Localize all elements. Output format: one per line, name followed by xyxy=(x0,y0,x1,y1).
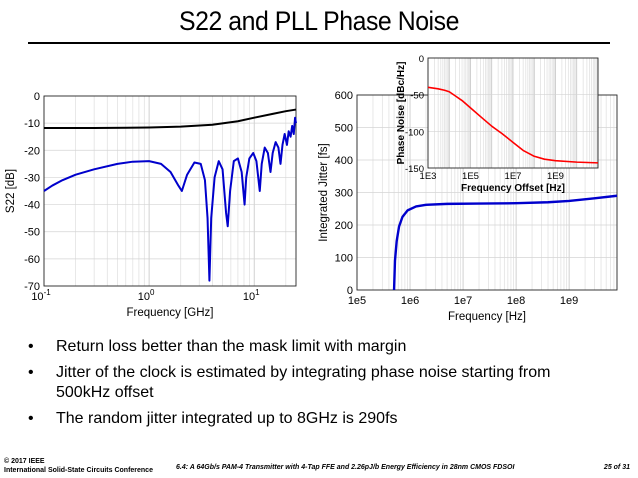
bullet-text: Return loss better than the mask limit w… xyxy=(56,338,407,355)
x-tick-base: 10 xyxy=(31,291,43,303)
x-tick-label: 1e7 xyxy=(454,295,472,307)
x-tick-base: 10 xyxy=(138,291,150,303)
x-tick-label: 1e5 xyxy=(348,295,366,307)
bullet-item: • The random jitter integrated up to 8GHz… xyxy=(28,409,588,429)
title-divider xyxy=(28,42,610,44)
x-tick-exponent: -1 xyxy=(44,288,52,297)
y-axis-label: Phase Noise [dBc/Hz] xyxy=(396,62,407,165)
bullet-item: • Return loss better than the mask limit … xyxy=(28,337,588,357)
footer-paper-title: 6.4: A 64Gb/s PAM-4 Transmitter with 4-T… xyxy=(176,464,515,471)
plot-area xyxy=(44,96,296,286)
bullet-list: • Return loss better than the mask limit … xyxy=(28,337,588,435)
bullet-text: Jitter of the clock is estimated by inte… xyxy=(56,364,551,401)
y-tick-label: -100 xyxy=(405,127,424,138)
y-tick-label: -70 xyxy=(24,281,40,293)
x-tick-label: 101 xyxy=(243,288,260,303)
bullet-marker: • xyxy=(28,364,34,381)
y-tick-label: 300 xyxy=(335,188,353,200)
x-tick-label: 1E3 xyxy=(420,171,437,182)
x-axis-label: Frequency [GHz] xyxy=(127,307,214,319)
footer-copyright: © 2017 IEEE xyxy=(4,458,45,465)
y-tick-label: 600 xyxy=(335,90,353,102)
x-tick-label: 1E9 xyxy=(547,171,564,182)
x-tick-label: 1E7 xyxy=(505,171,522,182)
x-tick-label: 1e8 xyxy=(507,295,525,307)
series-line xyxy=(392,194,618,291)
footer-credit: © 2017 IEEE International Solid-State Ci… xyxy=(4,457,153,475)
x-tick-label: 1e6 xyxy=(401,295,419,307)
y-tick-label: -40 xyxy=(24,200,40,212)
bullet-marker: • xyxy=(28,410,34,427)
y-axis-label: Integrated Jitter [fs] xyxy=(318,143,330,241)
y-tick-label: -50 xyxy=(24,227,40,239)
y-tick-label: -50 xyxy=(410,91,424,102)
x-tick-exponent: 1 xyxy=(255,288,260,297)
y-tick-label: -150 xyxy=(405,164,424,175)
series-line xyxy=(427,86,599,164)
series-line xyxy=(43,116,297,282)
y-axis-label: S22 [dB] xyxy=(5,169,17,213)
footer-conference: International Solid-State Circuits Confe… xyxy=(4,467,153,474)
y-tick-label: 400 xyxy=(335,155,353,167)
x-axis-label: Frequency Offset [Hz] xyxy=(461,183,565,194)
x-tick-exponent: 0 xyxy=(150,288,155,297)
x-tick-label: 1E5 xyxy=(462,171,479,182)
y-tick-label: 0 xyxy=(419,54,424,65)
x-tick-label: 100 xyxy=(138,288,155,303)
x-axis-label: Frequency [Hz] xyxy=(448,311,526,323)
y-tick-label: 0 xyxy=(347,285,353,297)
axes-frame xyxy=(427,57,599,169)
bullet-item: • Jitter of the clock is estimated by int… xyxy=(28,363,588,403)
x-tick-label: 1e9 xyxy=(560,295,578,307)
y-tick-label: -10 xyxy=(24,118,40,130)
bullet-text: The random jitter integrated up to 8GHz … xyxy=(56,410,398,427)
footer-page-number: 25 of 31 xyxy=(603,464,630,471)
slide-title: S22 and PLL Phase Noise xyxy=(179,6,459,36)
y-tick-label: 200 xyxy=(335,220,353,232)
y-tick-label: 0 xyxy=(34,91,40,103)
y-tick-label: 500 xyxy=(335,123,353,135)
series-line xyxy=(44,108,297,130)
y-tick-label: -60 xyxy=(24,254,40,266)
x-tick-base: 10 xyxy=(243,291,255,303)
y-tick-label: -20 xyxy=(24,145,40,157)
x-tick-label: 10-1 xyxy=(31,288,51,303)
bullet-marker: • xyxy=(28,338,34,355)
y-tick-label: -30 xyxy=(24,172,40,184)
y-tick-label: 100 xyxy=(335,253,353,265)
